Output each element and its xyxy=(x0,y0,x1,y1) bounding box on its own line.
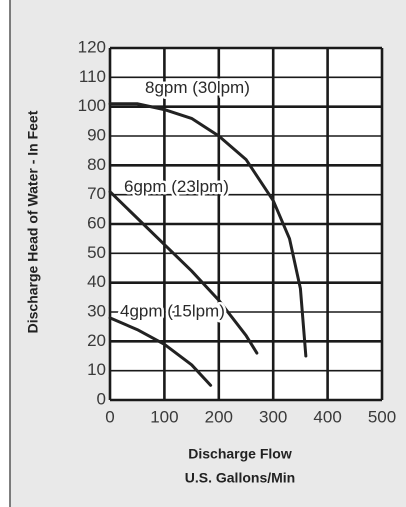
x-axis-title: U.S. Gallons/Min xyxy=(185,470,295,486)
curve-label: 6gpm (23lpm) xyxy=(124,177,229,196)
curve xyxy=(108,190,259,355)
x-tick-label: 400 xyxy=(313,407,341,426)
curve xyxy=(108,316,213,387)
y-axis-title: Discharge Head of Water - In Feet xyxy=(25,110,41,333)
x-tick-label: 100 xyxy=(150,407,178,426)
curve-label: 8gpm (30lpm) xyxy=(145,78,250,97)
y-tick-label: 50 xyxy=(87,243,106,262)
y-tick-label: 0 xyxy=(97,389,106,408)
x-axis-title: Discharge Flow xyxy=(188,446,292,462)
y-tick-label: 110 xyxy=(79,67,106,86)
y-tick-label: 120 xyxy=(78,37,106,56)
curve xyxy=(108,102,308,358)
x-tick-label: 200 xyxy=(205,407,233,426)
y-tick-label: 100 xyxy=(78,96,106,115)
y-tick-label: 90 xyxy=(87,125,106,144)
y-tick-label: 20 xyxy=(87,331,106,350)
y-tick-label: 30 xyxy=(87,301,106,320)
x-tick-label: 500 xyxy=(368,407,396,426)
y-tick-label: 40 xyxy=(87,272,106,291)
y-tick-label: 70 xyxy=(87,184,106,203)
y-tick-label: 60 xyxy=(87,213,106,232)
x-tick-label: 0 xyxy=(105,407,114,426)
y-tick-label: 10 xyxy=(87,360,106,379)
curve-label: 4gpm (15lpm) xyxy=(120,301,225,320)
x-tick-label: 300 xyxy=(259,407,287,426)
y-tick-label: 80 xyxy=(87,155,106,174)
